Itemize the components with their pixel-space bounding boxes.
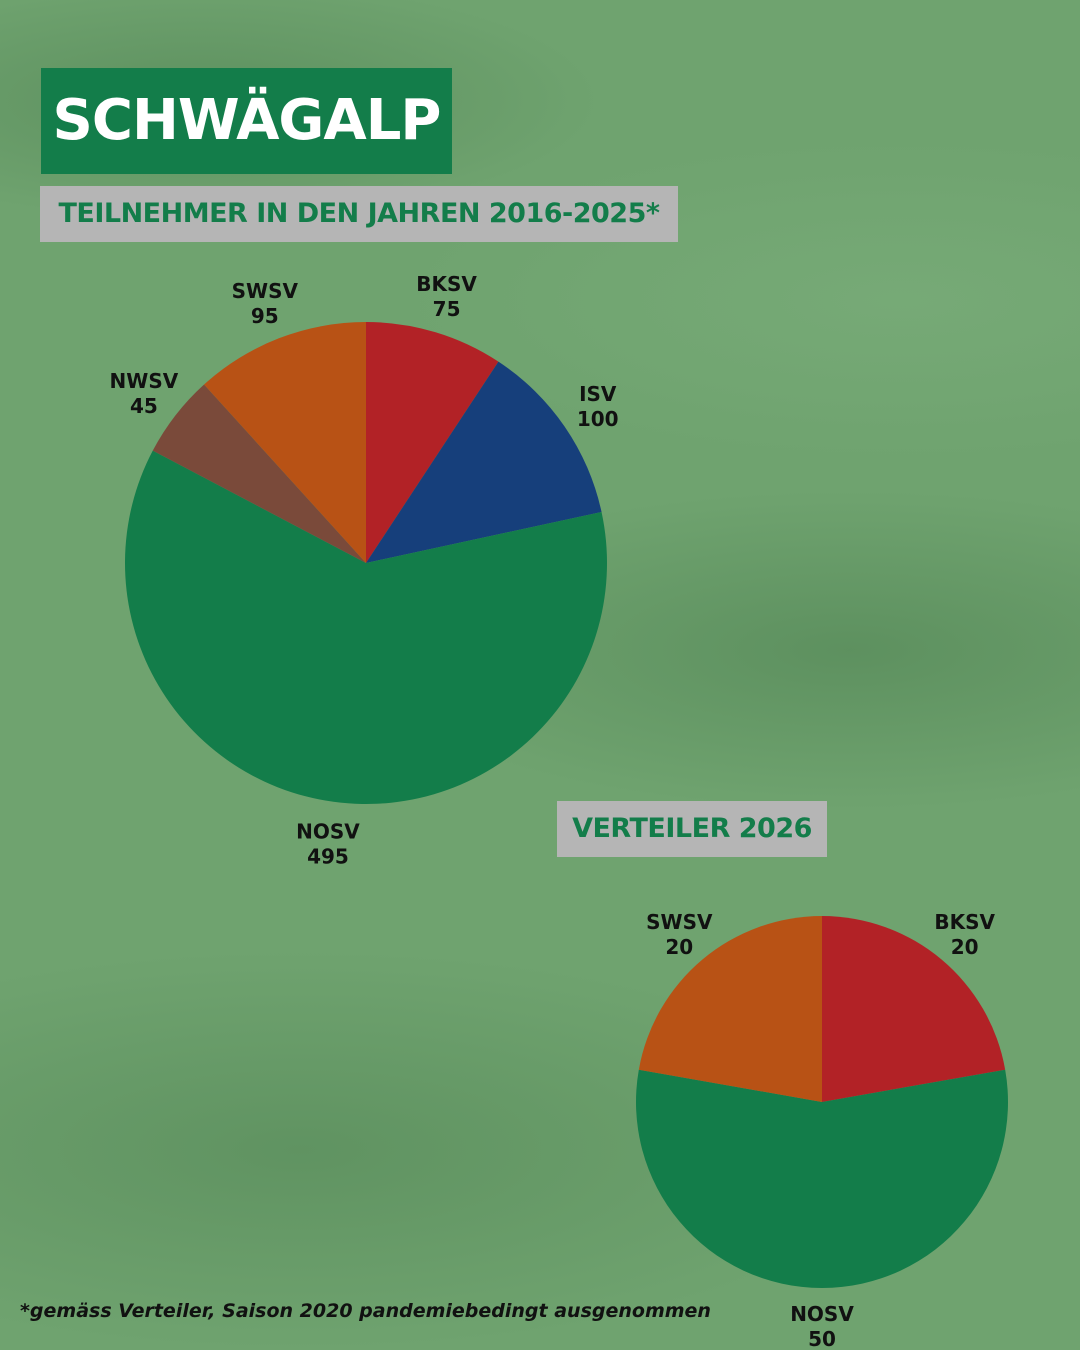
data-label-name-bksv: BKSV — [934, 910, 995, 934]
pie-slice-isv — [366, 361, 602, 563]
pie-slice-bksv — [366, 322, 499, 563]
pie-slice-swsv — [638, 916, 822, 1102]
pie-slice-bksv — [822, 916, 1006, 1102]
data-label-value-bksv: 20 — [951, 935, 979, 959]
data-label-name-bksv: BKSV — [416, 272, 477, 296]
data-label-name-isv: ISV — [579, 382, 617, 406]
data-label-value-swsv: 95 — [251, 304, 279, 328]
pie-slice-nwsv — [152, 384, 366, 563]
data-label-value-isv: 100 — [577, 407, 619, 431]
footnote: *gemäss Verteiler, Saison 2020 pandemieb… — [20, 1300, 711, 1322]
data-label-name-nosv: NOSV — [296, 819, 360, 843]
data-label-value-nwsv: 45 — [130, 394, 158, 418]
pie-slice-nosv — [636, 1069, 1008, 1288]
data-label-name-nwsv: NWSV — [110, 369, 179, 393]
chart-title-distribution-2026: VERTEILER 2026 — [557, 801, 827, 857]
pie-slice-nosv — [124, 450, 607, 804]
data-label-value-nosv: 50 — [808, 1327, 836, 1350]
data-label-name-swsv: SWSV — [232, 279, 299, 303]
data-label-name-nosv: NOSV — [790, 1302, 854, 1326]
chart-title-participants: TEILNEHMER IN DEN JAHREN 2016-2025* — [40, 186, 678, 242]
data-label-name-swsv: SWSV — [646, 910, 713, 934]
data-label-value-swsv: 20 — [665, 935, 693, 959]
data-label-value-nosv: 495 — [307, 844, 349, 868]
pie-slice-swsv — [204, 322, 366, 563]
data-label-value-bksv: 75 — [433, 297, 461, 321]
page-title: SCHWÄGALP — [41, 68, 452, 174]
